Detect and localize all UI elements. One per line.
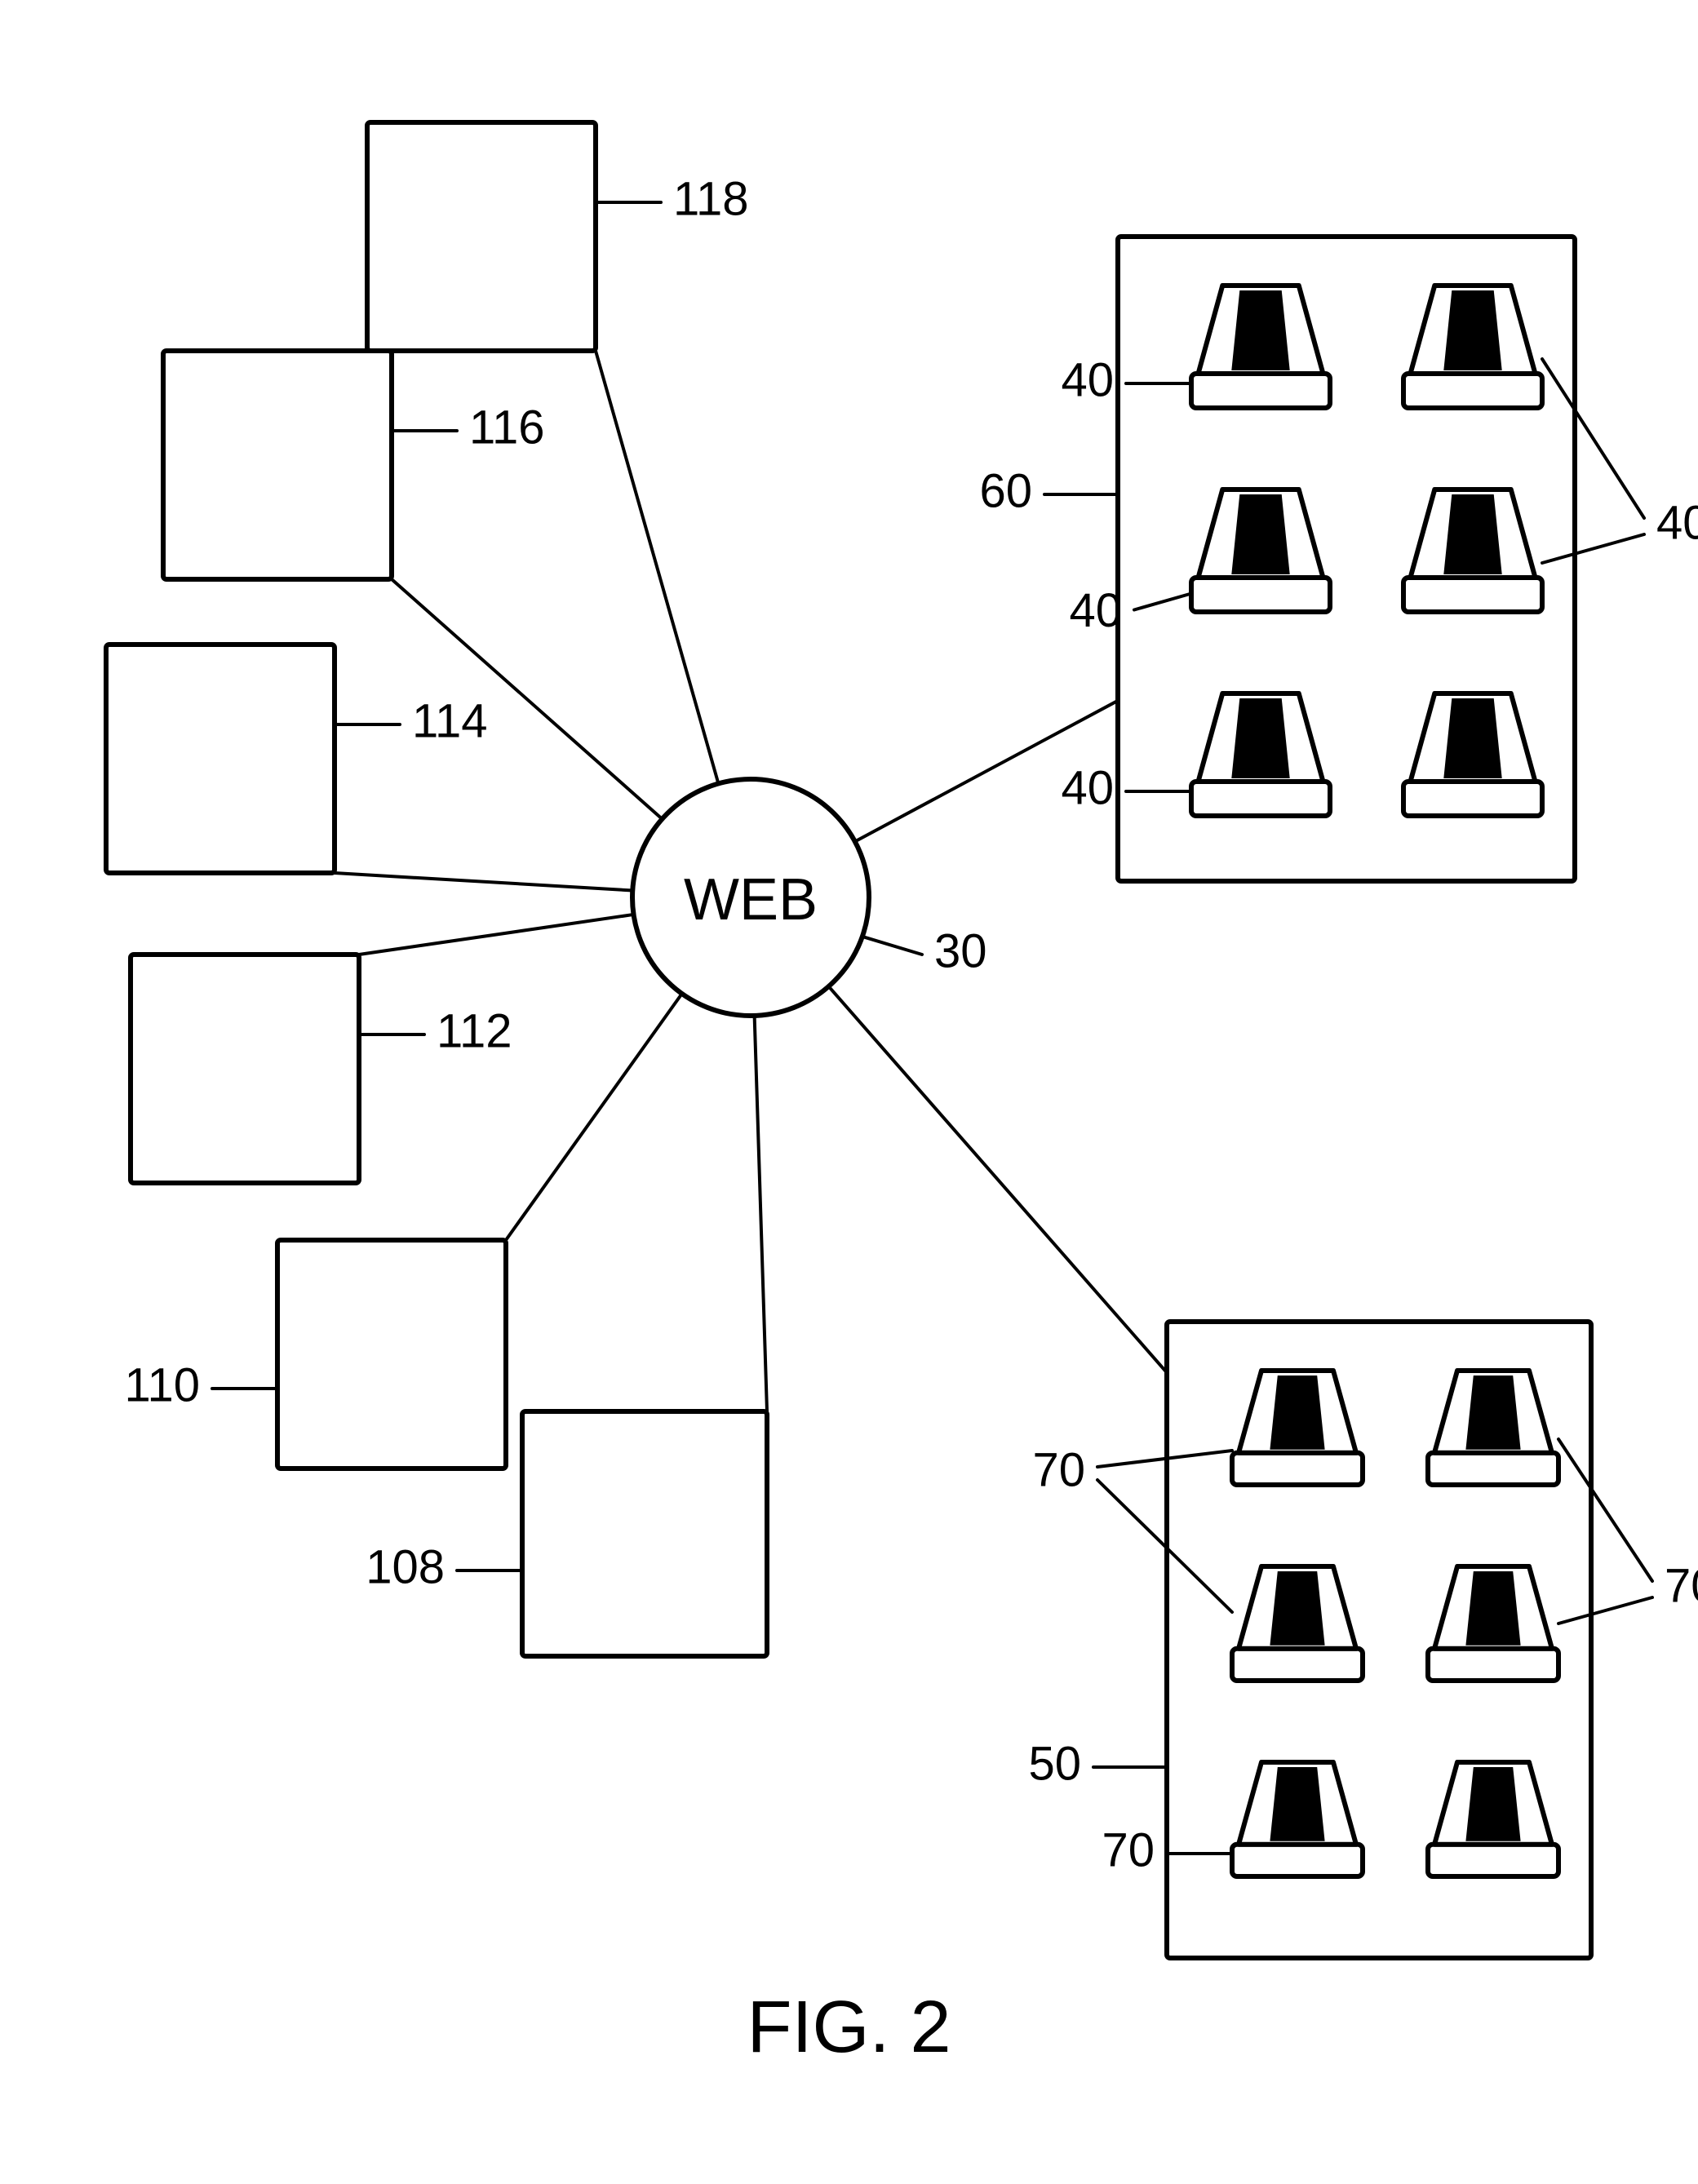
reference-label-40: 40 [1061,353,1114,406]
figure-stage: WEB 30 118 116 114 112 110 108 60 40 40 40 40 50 70 70 7… [0,0,1698,2184]
figure-caption: FIG. 2 [747,1986,951,2070]
reference-label-116: 116 [469,401,544,454]
reference-label-110: 110 [125,1358,200,1411]
client-box-110 [277,1240,506,1469]
client-box-116 [163,351,392,579]
reference-label-40: 40 [1656,496,1698,549]
reference-label-114: 114 [412,694,487,747]
client-box-114 [106,645,335,873]
reference-label-70: 70 [1032,1443,1085,1496]
reference-label-70: 70 [1665,1559,1698,1612]
diagram-svg: WEB 30 118 116 114 112 110 108 60 40 40 40 40 50 70 70 7… [0,0,1698,2184]
reference-label-40: 40 [1061,761,1114,814]
client-box-108 [522,1411,767,1656]
reference-label-30: 30 [934,924,987,977]
client-box-112 [131,955,359,1183]
reference-label-50: 50 [1028,1737,1081,1790]
reference-label-112: 112 [437,1004,512,1057]
reference-label-60: 60 [979,464,1032,517]
reference-label-40: 40 [1069,584,1122,637]
web-hub-label: WEB [684,867,818,933]
client-box-118 [367,122,596,351]
reference-label-118: 118 [673,172,748,225]
reference-label-108: 108 [366,1540,445,1593]
reference-label-70: 70 [1102,1823,1155,1876]
